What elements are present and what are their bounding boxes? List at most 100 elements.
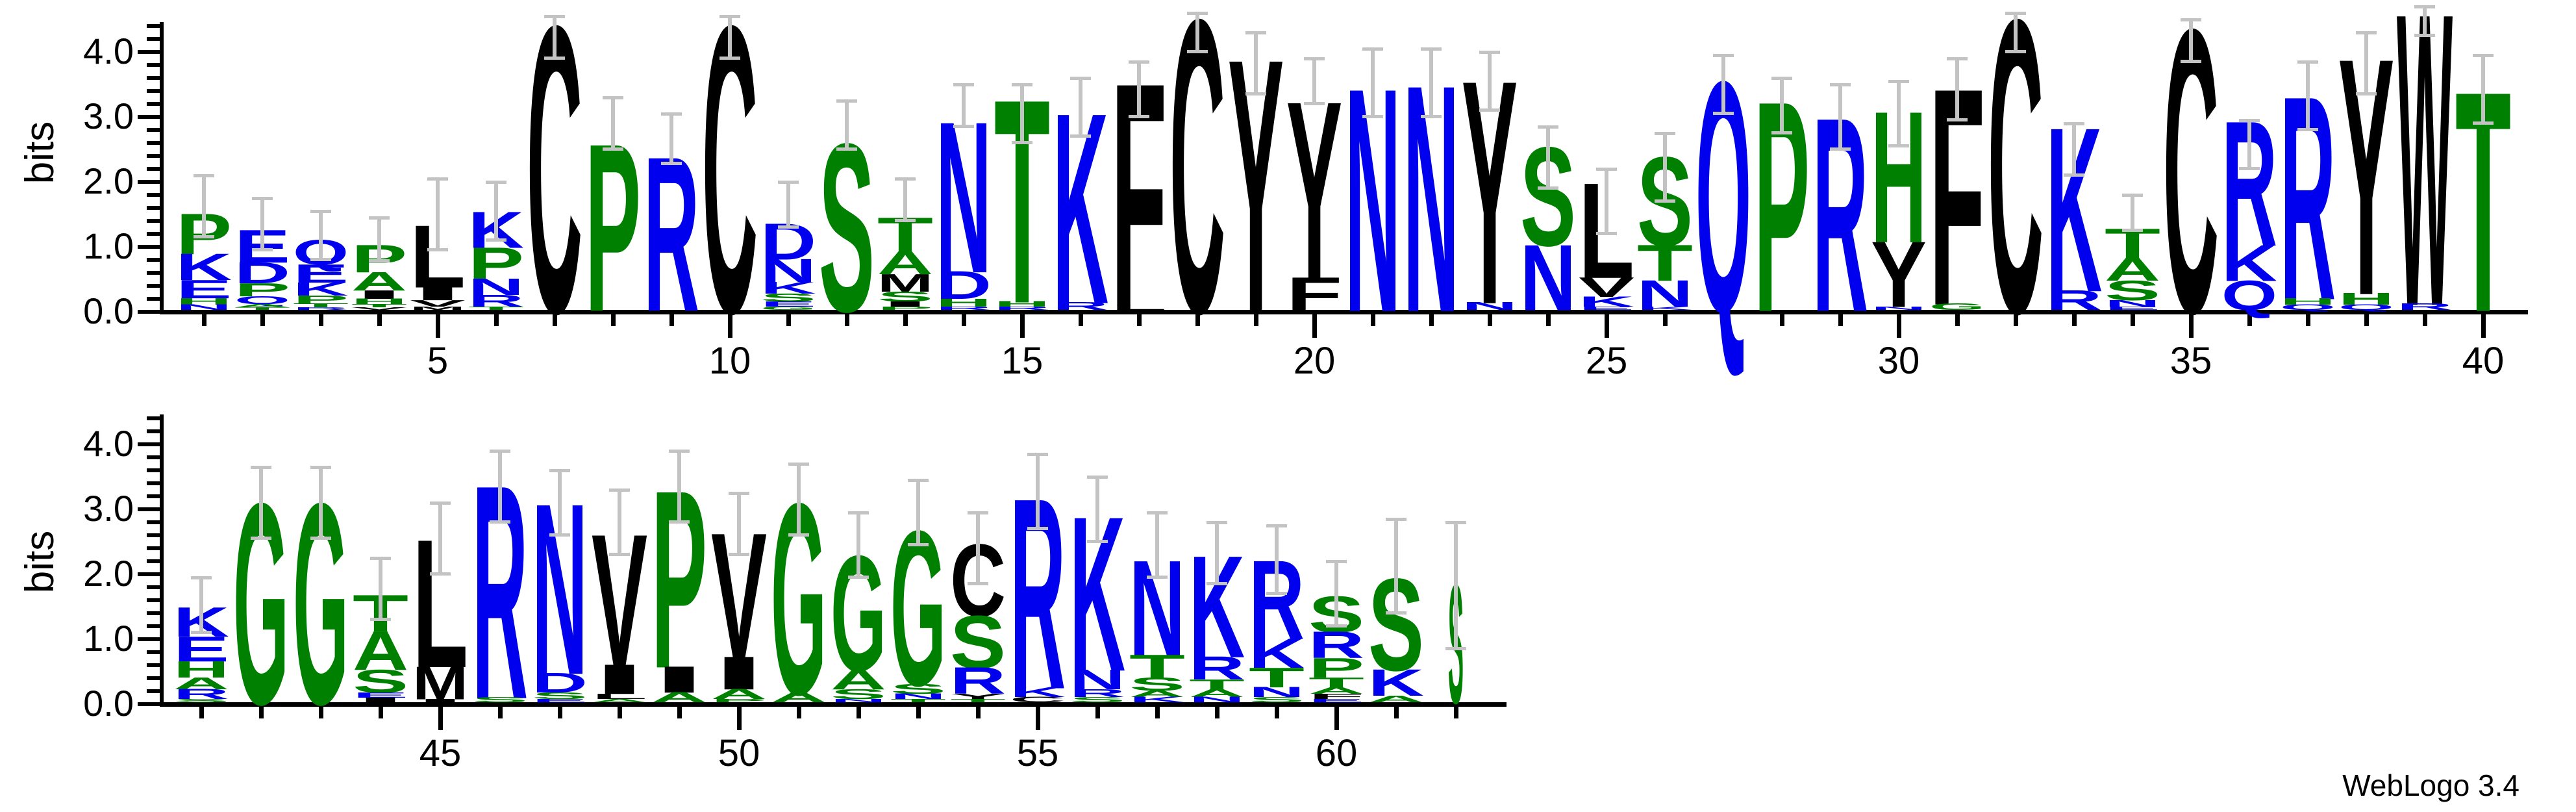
svg-text:K: K bbox=[293, 279, 349, 299]
error-bar bbox=[1780, 78, 1784, 133]
svg-text:E: E bbox=[176, 274, 232, 304]
y-minor-tick bbox=[147, 650, 160, 654]
logo-letter-E: E bbox=[1308, 698, 1364, 703]
svg-text:H: H bbox=[936, 296, 992, 309]
svg-text:I: I bbox=[711, 647, 767, 700]
y-minor-tick bbox=[147, 232, 160, 236]
svg-text:E: E bbox=[173, 629, 229, 669]
svg-text:T: T bbox=[468, 305, 524, 311]
x-axis-tick bbox=[1371, 314, 1375, 326]
logo-letter-A: A bbox=[353, 619, 408, 682]
error-bar-bottom-cap bbox=[848, 576, 869, 579]
error-bar-top-cap bbox=[1027, 453, 1048, 456]
svg-text:G: G bbox=[1929, 301, 1985, 312]
error-bar bbox=[669, 114, 673, 164]
logo-letter-G: G bbox=[890, 485, 946, 732]
svg-text:R: R bbox=[468, 292, 524, 311]
y-major-tick bbox=[138, 310, 160, 314]
logo-letter-A: A bbox=[1308, 685, 1364, 696]
svg-text:N: N bbox=[2105, 298, 2160, 309]
logo-letter-R: R bbox=[2046, 285, 2102, 316]
svg-text:E: E bbox=[760, 300, 816, 309]
error-bar-bottom-cap bbox=[2005, 50, 2026, 53]
y-tick-label: 3.0 bbox=[83, 95, 134, 136]
logo-letter-K: K bbox=[1010, 684, 1066, 700]
svg-text:G: G bbox=[760, 305, 816, 311]
error-bar bbox=[1195, 13, 1199, 52]
error-bar-top-cap bbox=[1655, 132, 1675, 135]
error-bar-bottom-cap bbox=[2122, 229, 2143, 232]
svg-text:I: I bbox=[353, 696, 408, 704]
svg-text:A: A bbox=[1368, 694, 1424, 704]
error-bar bbox=[618, 490, 621, 555]
error-bar-bottom-cap bbox=[310, 537, 331, 540]
x-axis-tick bbox=[1488, 314, 1492, 326]
y-tick-label: 4.0 bbox=[83, 31, 134, 71]
error-bar bbox=[1454, 522, 1458, 649]
svg-text:K: K bbox=[1579, 294, 1634, 309]
svg-text:P: P bbox=[711, 698, 767, 703]
error-bar-bottom-cap bbox=[2473, 121, 2494, 125]
x-axis-tick bbox=[319, 707, 323, 718]
y-minor-tick bbox=[147, 102, 160, 106]
svg-text:E: E bbox=[1308, 698, 1364, 703]
logo-letter-A: A bbox=[351, 266, 407, 296]
logo-letter-S: S bbox=[890, 681, 946, 696]
x-axis-tick bbox=[1020, 314, 1025, 338]
svg-text:M: M bbox=[412, 657, 468, 709]
x-tick-label: 35 bbox=[2170, 340, 2212, 382]
svg-text:N: N bbox=[176, 303, 232, 312]
error-bar-bottom-cap bbox=[1012, 141, 1032, 144]
logo-letter-Q: Q bbox=[1695, 13, 1751, 381]
svg-text:E: E bbox=[2105, 305, 2160, 311]
x-axis-tick bbox=[2189, 314, 2194, 338]
logo-letter-D: D bbox=[532, 667, 588, 699]
logo-letter-T: T bbox=[890, 698, 946, 703]
svg-text:E: E bbox=[353, 691, 408, 700]
error-bar bbox=[1036, 454, 1040, 529]
logo-letter-C: C bbox=[1988, 0, 2044, 401]
svg-text:A: A bbox=[1189, 687, 1245, 700]
error-bar bbox=[2364, 32, 2368, 94]
svg-text:A: A bbox=[1129, 689, 1185, 699]
y-minor-tick bbox=[147, 128, 160, 132]
svg-text:I: I bbox=[412, 698, 468, 703]
error-bar bbox=[199, 577, 203, 633]
svg-text:T: T bbox=[1308, 674, 1364, 690]
y-axis-line bbox=[160, 22, 164, 314]
error-bar bbox=[1429, 49, 1433, 117]
error-bar bbox=[1721, 55, 1725, 114]
y-minor-tick bbox=[147, 63, 160, 67]
error-bar-top-cap bbox=[953, 83, 974, 86]
x-axis-tick bbox=[2306, 314, 2310, 326]
y-axis-title: bits bbox=[18, 121, 62, 184]
x-axis-tick bbox=[737, 707, 742, 730]
svg-text:T: T bbox=[234, 307, 290, 311]
svg-text:A: A bbox=[651, 689, 707, 705]
logo-letter-A: A bbox=[771, 689, 827, 705]
y-minor-tick bbox=[147, 37, 160, 41]
x-axis-tick bbox=[1955, 314, 1960, 326]
error-bar-bottom-cap bbox=[609, 553, 630, 556]
svg-text:E: E bbox=[532, 698, 588, 703]
error-bar bbox=[2481, 55, 2485, 123]
logo-letter-F: F bbox=[1286, 268, 1342, 320]
x-tick-label: 30 bbox=[1877, 340, 1920, 382]
error-bar-bottom-cap bbox=[1771, 131, 1792, 134]
y-tick-label: 0.0 bbox=[83, 290, 134, 331]
error-bar-top-cap bbox=[1479, 51, 1500, 54]
error-bar-top-cap bbox=[369, 216, 390, 220]
error-bar-top-cap bbox=[1304, 57, 1325, 60]
error-bar-top-cap bbox=[1326, 560, 1347, 563]
y-minor-tick bbox=[147, 455, 160, 459]
error-bar-bottom-cap bbox=[490, 520, 510, 524]
svg-text:S: S bbox=[1129, 674, 1185, 694]
y-minor-tick bbox=[147, 206, 160, 210]
svg-text:C: C bbox=[1169, 0, 1225, 401]
logo-letter-P: P bbox=[468, 238, 524, 288]
logo-letter-M: M bbox=[412, 657, 468, 709]
error-bar-top-cap bbox=[908, 479, 929, 482]
error-bar-bottom-cap bbox=[370, 618, 391, 621]
svg-text:N: N bbox=[1637, 273, 1693, 315]
logo-letter-W: W bbox=[2397, 0, 2453, 394]
